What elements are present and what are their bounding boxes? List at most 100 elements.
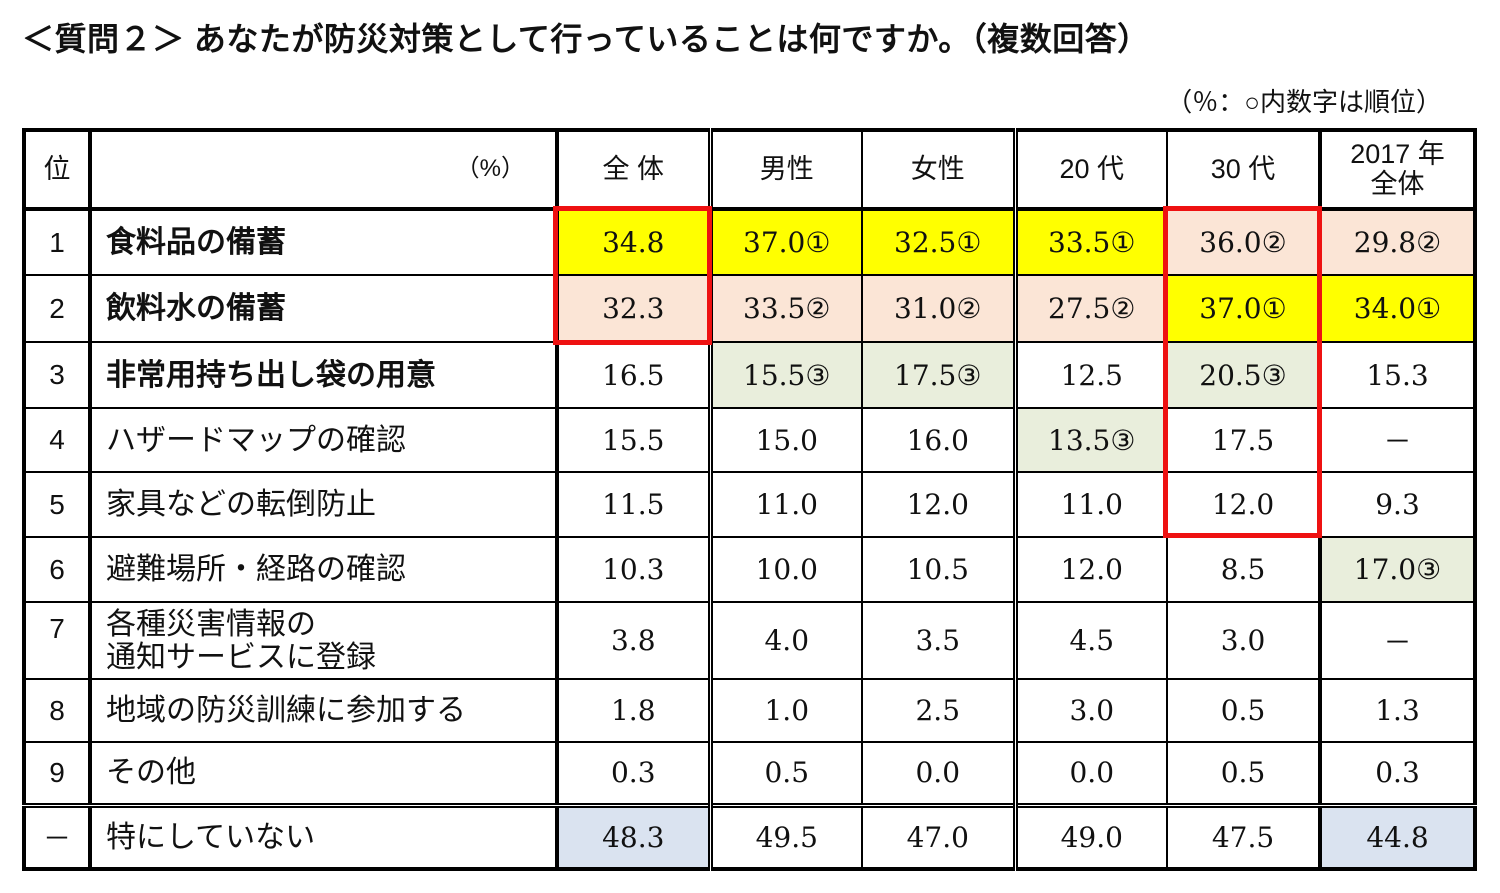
table-row: 8 地域の防災訓練に参加する 1.8 1.0 2.5 3.0 0.5 1.3 bbox=[23, 678, 1476, 743]
value-cell: 34.8 bbox=[556, 208, 713, 276]
table-row: 3 非常用持ち出し袋の用意 16.5 15.5③ 17.5③ 12.5 20.5… bbox=[23, 341, 1476, 409]
value-cell: 0.0 bbox=[861, 741, 1018, 806]
value-cell: 17.5③ bbox=[861, 341, 1018, 409]
value-cell: 3.0 bbox=[1166, 601, 1321, 680]
item-cell: ハザードマップの確認 bbox=[89, 407, 559, 473]
value-cell: 16.5 bbox=[556, 341, 713, 409]
item-cell: 避難場所・経路の確認 bbox=[89, 536, 559, 603]
rank-cell: － bbox=[23, 802, 92, 870]
value-cell: 3.5 bbox=[861, 601, 1018, 680]
item-cell: 食料品の備蓄 bbox=[89, 208, 559, 276]
value-cell: 3.8 bbox=[556, 601, 713, 680]
rank-cell: 2 bbox=[23, 274, 92, 343]
value-cell: 0.5 bbox=[1166, 741, 1321, 806]
header-unit: （%） bbox=[89, 129, 559, 211]
value-cell: 11.5 bbox=[556, 471, 713, 538]
rank-cell: 8 bbox=[23, 678, 92, 743]
header-20s: 20 代 bbox=[1014, 129, 1168, 211]
rank-cell: 9 bbox=[23, 741, 92, 806]
header-male: 男性 bbox=[709, 129, 863, 211]
table-row: 1 食料品の備蓄 34.8 37.0① 32.5① 33.5① 36.0② 29… bbox=[23, 208, 1476, 276]
header-2017-total: 2017 年 全体 bbox=[1318, 129, 1476, 211]
value-cell: 17.5 bbox=[1166, 407, 1321, 473]
rank-cell: 5 bbox=[23, 471, 92, 538]
value-cell: 10.3 bbox=[556, 536, 713, 603]
value-cell: 49.0 bbox=[1014, 802, 1168, 870]
header-30s: 30 代 bbox=[1166, 129, 1321, 211]
value-cell: 33.5② bbox=[709, 274, 863, 343]
value-cell: 27.5② bbox=[1014, 274, 1168, 343]
item-cell: 特にしていない bbox=[89, 802, 559, 870]
results-table: 位 （%） 全 体 男性 女性 20 代 30 代 2017 年 全体 1 食料… bbox=[22, 128, 1477, 871]
value-cell: 15.5 bbox=[556, 407, 713, 473]
value-cell: 37.0① bbox=[709, 208, 863, 276]
table-row: 9 その他 0.3 0.5 0.0 0.0 0.5 0.3 bbox=[23, 741, 1476, 806]
value-cell: 29.8② bbox=[1318, 208, 1476, 276]
value-cell: 12.5 bbox=[1014, 341, 1168, 409]
value-cell: 10.0 bbox=[709, 536, 863, 603]
item-cell: 飲料水の備蓄 bbox=[89, 274, 559, 343]
item-cell: 地域の防災訓練に参加する bbox=[89, 678, 559, 743]
value-cell: 15.5③ bbox=[709, 341, 863, 409]
header-row: 位 （%） 全 体 男性 女性 20 代 30 代 2017 年 全体 bbox=[23, 129, 1476, 211]
value-cell: 44.8 bbox=[1318, 802, 1476, 870]
value-cell: 12.0 bbox=[1166, 471, 1321, 538]
table-row: 5 家具などの転倒防止 11.5 11.0 12.0 11.0 12.0 9.3 bbox=[23, 471, 1476, 538]
item-cell: その他 bbox=[89, 741, 559, 806]
value-cell: 15.0 bbox=[709, 407, 863, 473]
rank-cell: 1 bbox=[23, 208, 92, 276]
value-cell: 0.0 bbox=[1014, 741, 1168, 806]
unit-note: （％：○内数字は順位） bbox=[1166, 87, 1442, 117]
value-cell: 13.5③ bbox=[1014, 407, 1168, 473]
item-cell: 家具などの転倒防止 bbox=[89, 471, 559, 538]
table-row: 7 各種災害情報の 通知サービスに登録 3.8 4.0 3.5 4.5 3.0 … bbox=[23, 601, 1476, 680]
header-total: 全 体 bbox=[556, 129, 713, 211]
value-cell: 0.5 bbox=[709, 741, 863, 806]
header-rank: 位 bbox=[23, 129, 92, 211]
rank-cell: 6 bbox=[23, 536, 92, 603]
value-cell: 16.0 bbox=[861, 407, 1018, 473]
value-cell: 3.0 bbox=[1014, 678, 1168, 743]
value-cell: 10.5 bbox=[861, 536, 1018, 603]
value-cell: 11.0 bbox=[709, 471, 863, 538]
rank-cell: 4 bbox=[23, 407, 92, 473]
value-cell: 33.5① bbox=[1014, 208, 1168, 276]
rank-cell: 3 bbox=[23, 341, 92, 409]
value-cell: 8.5 bbox=[1166, 536, 1321, 603]
value-cell: 32.3 bbox=[556, 274, 713, 343]
value-cell: 0.3 bbox=[1318, 741, 1476, 806]
header-female: 女性 bbox=[861, 129, 1018, 211]
value-cell: 47.5 bbox=[1166, 802, 1321, 870]
value-cell: 12.0 bbox=[861, 471, 1018, 538]
table-row: 6 避難場所・経路の確認 10.3 10.0 10.5 12.0 8.5 17.… bbox=[23, 536, 1476, 603]
table-row: － 特にしていない 48.3 49.5 47.0 49.0 47.5 44.8 bbox=[23, 802, 1476, 870]
table-row: 4 ハザードマップの確認 15.5 15.0 16.0 13.5③ 17.5 － bbox=[23, 407, 1476, 473]
value-cell: 1.0 bbox=[709, 678, 863, 743]
value-cell: 31.0② bbox=[861, 274, 1018, 343]
value-cell: 48.3 bbox=[556, 802, 713, 870]
value-cell: 47.0 bbox=[861, 802, 1018, 870]
value-cell: 12.0 bbox=[1014, 536, 1168, 603]
value-cell: 2.5 bbox=[861, 678, 1018, 743]
item-cell: 各種災害情報の 通知サービスに登録 bbox=[89, 601, 559, 680]
value-cell: 20.5③ bbox=[1166, 341, 1321, 409]
value-cell: 37.0① bbox=[1166, 274, 1321, 343]
value-cell: 1.3 bbox=[1318, 678, 1476, 743]
value-cell: 15.3 bbox=[1318, 341, 1476, 409]
value-cell: － bbox=[1318, 407, 1476, 473]
value-cell: 32.5① bbox=[861, 208, 1018, 276]
question-title: ＜質問２＞ あなたが防災対策として行っていることは何ですか。（複数回答） bbox=[22, 21, 1150, 57]
value-cell: 1.8 bbox=[556, 678, 713, 743]
value-cell: 11.0 bbox=[1014, 471, 1168, 538]
table-row: 2 飲料水の備蓄 32.3 33.5② 31.0② 27.5② 37.0① 34… bbox=[23, 274, 1476, 343]
value-cell: 49.5 bbox=[709, 802, 863, 870]
value-cell: 34.0① bbox=[1318, 274, 1476, 343]
value-cell: 9.3 bbox=[1318, 471, 1476, 538]
value-cell: 17.0③ bbox=[1318, 536, 1476, 603]
value-cell: 4.5 bbox=[1014, 601, 1168, 680]
value-cell: － bbox=[1318, 601, 1476, 680]
value-cell: 0.3 bbox=[556, 741, 713, 806]
value-cell: 0.5 bbox=[1166, 678, 1321, 743]
value-cell: 4.0 bbox=[709, 601, 863, 680]
rank-cell: 7 bbox=[23, 601, 92, 680]
